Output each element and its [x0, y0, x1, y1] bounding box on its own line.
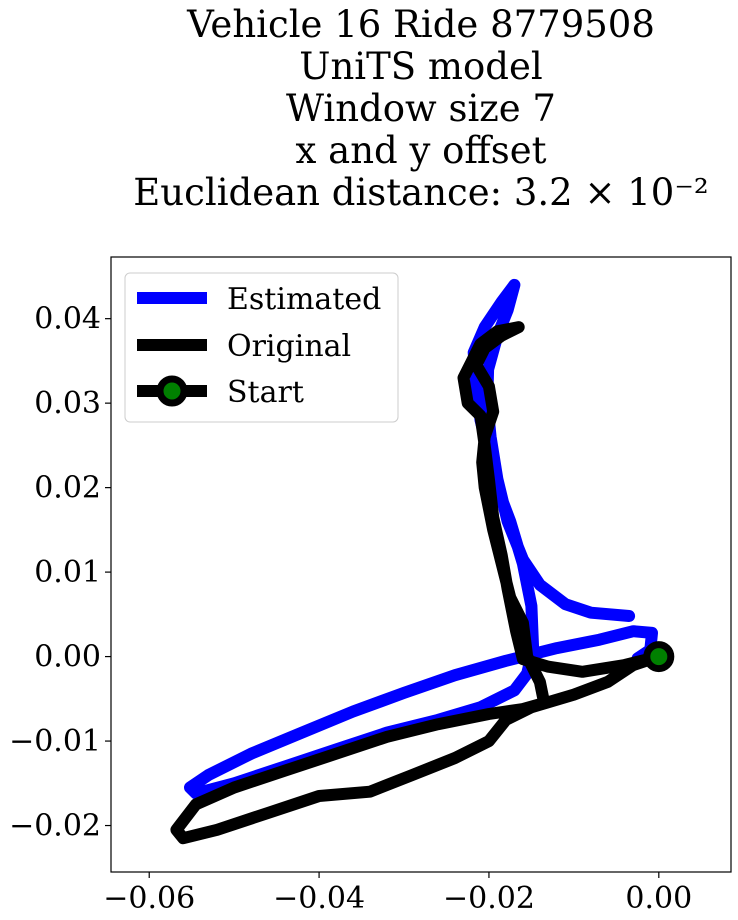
y-tick-label: 0.00 [34, 640, 101, 675]
x-axis-ticks: −0.06 −0.04 −0.02 0.00 [103, 872, 692, 916]
marker-layer [643, 641, 675, 673]
start-marker [643, 641, 675, 673]
legend-label-start: Start [227, 375, 304, 410]
series-line-original [170, 321, 665, 845]
y-tick-label: 0.04 [34, 302, 101, 337]
plot-area-frame [110, 256, 732, 873]
legend-label-estimated: Estimated [227, 282, 381, 317]
x-tick-label: −0.02 [443, 881, 535, 916]
y-tick-label: 0.03 [34, 386, 101, 421]
y-tick-label: 0.01 [34, 555, 101, 590]
title-line-5: Euclidean distance: 3.2 × 10⁻² [133, 171, 708, 214]
legend: Estimated Original Start [124, 272, 399, 423]
legend-box [124, 272, 399, 423]
y-tick-label: −0.01 [9, 724, 101, 759]
legend-label-original: Original [227, 329, 351, 364]
legend-swatch-start-marker [156, 375, 188, 407]
x-tick-label: −0.04 [273, 881, 365, 916]
y-tick-label: −0.02 [9, 809, 101, 844]
title-line-3: Window size 7 [286, 87, 556, 130]
title-line-1: Vehicle 16 Ride 8779508 [186, 3, 655, 46]
title-line-2: UniTS model [299, 45, 542, 88]
chart-title: Vehicle 16 Ride 8779508 UniTS model Wind… [133, 3, 708, 214]
y-tick-label: 0.02 [34, 471, 101, 506]
series-layer [170, 278, 665, 845]
y-axis-ticks: −0.02 −0.01 0.00 0.01 0.02 0.03 0.04 [9, 302, 111, 844]
x-tick-label: −0.06 [103, 881, 195, 916]
title-line-4: x and y offset [296, 129, 547, 172]
x-tick-label: 0.00 [625, 881, 692, 916]
